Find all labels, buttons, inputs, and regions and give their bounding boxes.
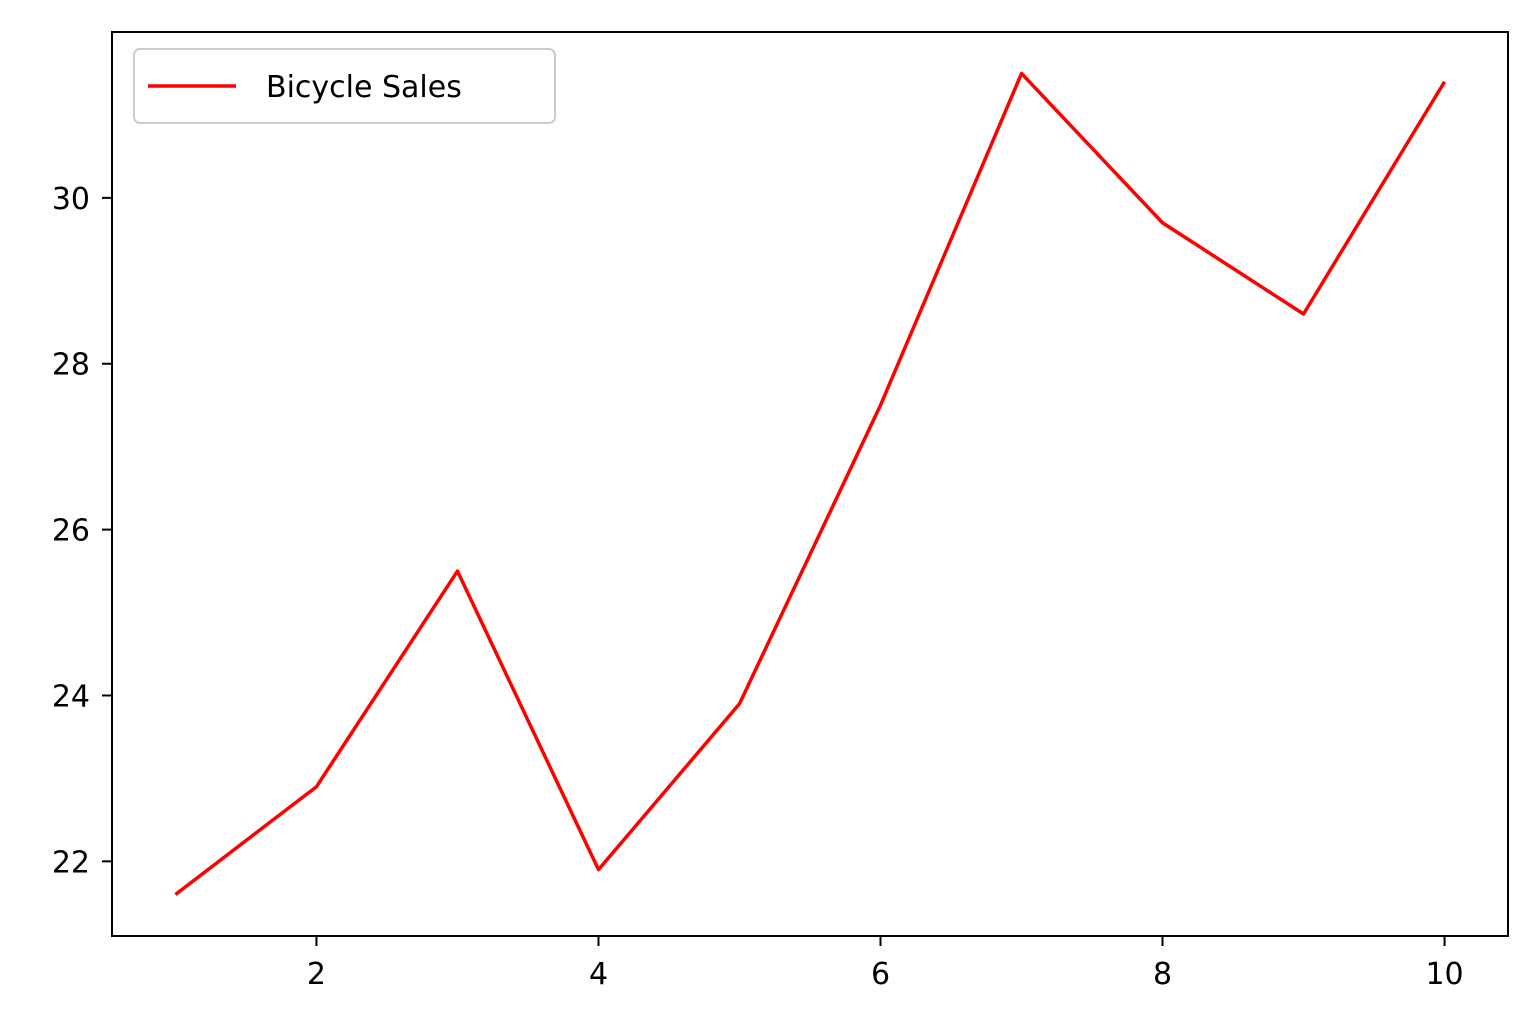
legend-label: Bicycle Sales [266, 70, 462, 105]
x-tick-label: 4 [589, 957, 608, 992]
series-line [174, 71, 1447, 896]
series-layer [174, 71, 1447, 896]
plot-area-frame [111, 31, 1509, 937]
x-tick-label: 8 [1153, 957, 1172, 992]
x-axis: 2 4 6 8 10 [307, 936, 1464, 992]
y-tick-label: 26 [52, 514, 90, 549]
y-tick-label: 28 [52, 348, 90, 383]
y-tick-label: 24 [52, 679, 90, 714]
x-tick-label: 10 [1425, 957, 1463, 992]
x-tick-label: 6 [871, 957, 890, 992]
x-tick-label: 2 [307, 957, 326, 992]
legend-box [133, 48, 556, 124]
legend: Bicycle Sales [133, 48, 556, 124]
y-tick-label: 30 [52, 182, 90, 217]
y-tick-label: 22 [52, 845, 90, 880]
y-axis: 22 24 26 28 30 [52, 182, 112, 880]
